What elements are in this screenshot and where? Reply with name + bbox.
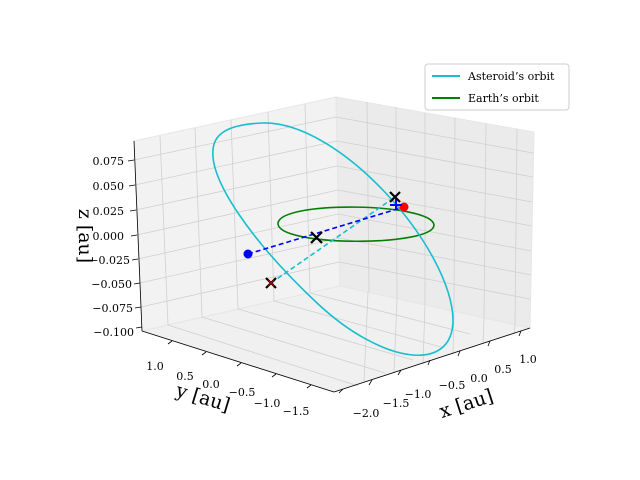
asteroid-node-line	[270, 196, 396, 284]
black-x-marker-center	[310, 231, 323, 244]
legend: Asteroid’s orbit Earth’s orbit	[424, 63, 570, 111]
y-tick-label: 0.5	[176, 370, 194, 383]
x-tick-label: −1.0	[405, 388, 432, 401]
blue-plus-marker	[390, 199, 402, 210]
red-point-marker	[399, 202, 409, 212]
y-tick-labels: 1.0 0.5 0.0 −0.5 −1.0 −1.5	[146, 360, 309, 418]
legend-box	[424, 63, 570, 111]
z-tick-label: 0.075	[93, 155, 125, 168]
blue-node-line	[247, 206, 405, 255]
x-tick-label: −2.0	[353, 407, 380, 420]
y-tick-label: −1.5	[283, 405, 310, 418]
y-tick-label: 0.0	[202, 378, 220, 391]
black-x-marker-top	[389, 191, 401, 203]
axis-lines	[133, 140, 531, 393]
z-tick-label: −0.100	[93, 326, 134, 339]
x-axis-line	[333, 327, 531, 393]
z-tick-label: −0.075	[92, 302, 133, 315]
legend-label-asteroid: Asteroid’s orbit	[467, 70, 555, 83]
x-tick-label: 0.5	[494, 363, 512, 376]
z-tick-labels: 0.075 0.050 0.025 0.000 −0.025 −0.050 −0…	[89, 155, 134, 339]
blue-point-marker	[243, 249, 253, 259]
z-tick-label: −0.025	[89, 254, 130, 267]
markers	[243, 191, 409, 289]
z-axis-line	[133, 140, 143, 332]
z-tick-label: 0.000	[93, 230, 125, 243]
z-tick-label: 0.050	[93, 180, 125, 193]
x-tick-labels: −2.0 −1.5 −1.0 −0.5 0.0 0.5 1.0	[353, 353, 537, 420]
x-tick-label: −1.5	[383, 397, 410, 410]
earth-orbit-line	[277, 206, 435, 243]
y-tick-label: −0.5	[229, 386, 256, 399]
tick-marks	[127, 159, 522, 394]
y-axis-line	[141, 330, 335, 393]
z-axis-label: z [au]	[74, 209, 96, 263]
y-tick-label: −1.0	[254, 397, 281, 410]
plot-lines	[212, 122, 454, 356]
x-tick-label: 0.0	[470, 372, 488, 385]
z-tick-label: −0.050	[91, 278, 132, 291]
z-tick-label: 0.025	[93, 205, 125, 218]
asteroid-orbit-line	[212, 122, 454, 356]
y-tick-label: 1.0	[146, 360, 164, 373]
legend-label-earth: Earth’s orbit	[468, 92, 539, 105]
x-tick-label: −0.5	[439, 379, 466, 392]
x-tick-label: 1.0	[519, 353, 537, 366]
